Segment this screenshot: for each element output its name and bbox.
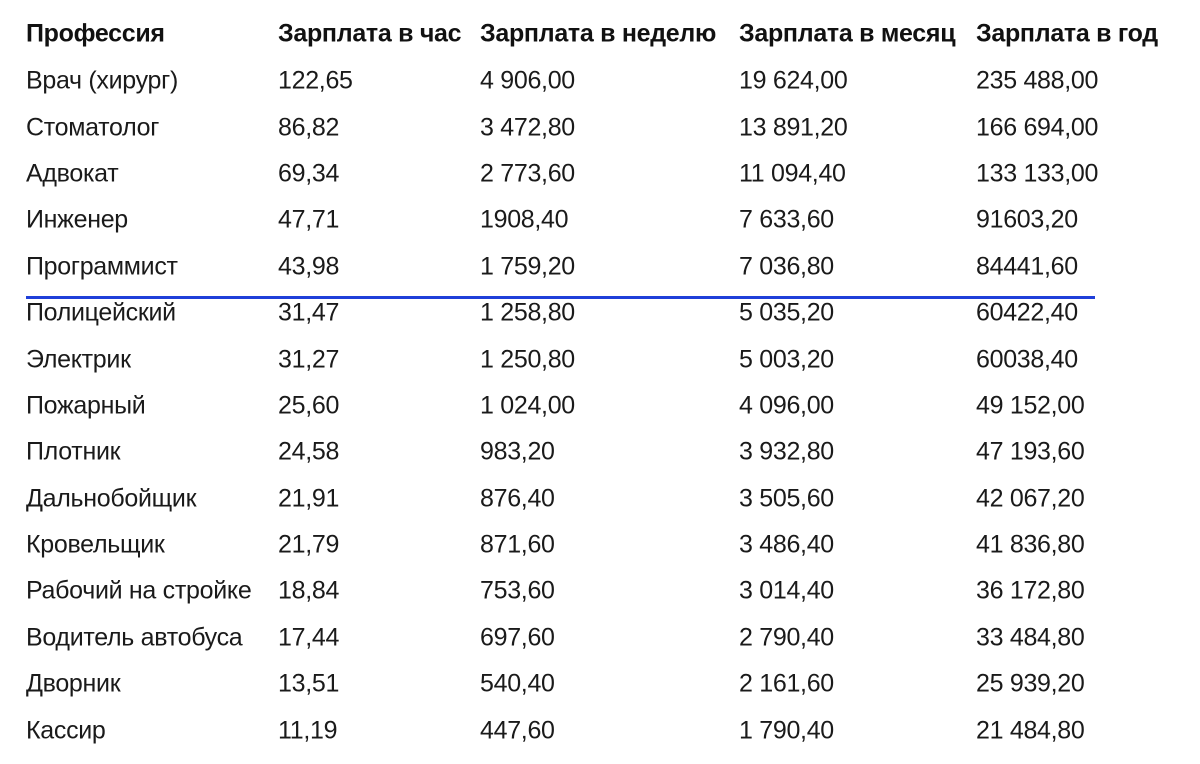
table-body: Врач (хирург) 122,65 4 906,00 19 624,00 235 … (26, 58, 1196, 754)
yearly-cell: 166 694,00 (976, 113, 1099, 142)
monthly-cell: 5 003,20 (739, 345, 834, 374)
yearly-cell: 41 836,80 (976, 530, 1085, 559)
hourly-cell: 24,58 (278, 437, 340, 466)
table-row: Пожарный 25,60 1 024,00 4 096,00 49 152,00 (26, 383, 1196, 429)
table-row: Врач (хирург) 122,65 4 906,00 19 624,00 235 … (26, 58, 1196, 104)
hourly-cell: 17,44 (278, 623, 340, 652)
weekly-cell: 1 258,80 (480, 298, 575, 327)
profession-cell: Программист (26, 252, 178, 281)
monthly-cell: 4 096,00 (739, 391, 834, 420)
header-profession: Профессия (26, 19, 165, 48)
hourly-cell: 43,98 (278, 252, 340, 281)
yearly-cell: 25 939,20 (976, 669, 1085, 698)
monthly-cell: 3 505,60 (739, 484, 834, 513)
hourly-cell: 69,34 (278, 159, 340, 188)
monthly-cell: 11 094,40 (739, 159, 846, 188)
weekly-cell: 1908,40 (480, 205, 569, 234)
table-row: Адвокат 69,34 2 773,60 11 094,40 133 133,00 (26, 151, 1196, 197)
monthly-cell: 5 035,20 (739, 298, 834, 327)
profession-cell: Инженер (26, 205, 128, 234)
hourly-cell: 86,82 (278, 113, 340, 142)
weekly-cell: 697,60 (480, 623, 555, 652)
monthly-cell: 7 633,60 (739, 205, 834, 234)
header-hourly: Зарплата в час (278, 19, 462, 48)
yearly-cell: 60422,40 (976, 298, 1078, 327)
hourly-cell: 11,19 (278, 716, 338, 745)
yearly-cell: 133 133,00 (976, 159, 1099, 188)
table-row: Плотник 24,58 983,20 3 932,80 47 193,60 (26, 429, 1196, 475)
weekly-cell: 753,60 (480, 576, 555, 605)
monthly-cell: 1 790,40 (739, 716, 834, 745)
hourly-cell: 122,65 (278, 66, 353, 95)
header-monthly: Зарплата в месяц (739, 19, 956, 48)
monthly-cell: 3 014,40 (739, 576, 834, 605)
profession-cell: Водитель автобуса (26, 623, 243, 652)
hourly-cell: 21,91 (278, 484, 340, 513)
monthly-cell: 2 161,60 (739, 669, 834, 698)
table-row: Кассир 11,19 447,60 1 790,40 21 484,80 (26, 707, 1196, 753)
table-row: Дальнобойщик 21,91 876,40 3 505,60 42 067,20 (26, 476, 1196, 522)
yearly-cell: 33 484,80 (976, 623, 1085, 652)
table-row: Водитель автобуса 17,44 697,60 2 790,40 33 4… (26, 615, 1196, 661)
yearly-cell: 235 488,00 (976, 66, 1099, 95)
weekly-cell: 540,40 (480, 669, 555, 698)
weekly-cell: 3 472,80 (480, 113, 575, 142)
yearly-cell: 21 484,80 (976, 716, 1085, 745)
table-row: Программист 43,98 1 759,20 7 036,80 84441,60 (26, 244, 1196, 290)
yearly-cell: 42 067,20 (976, 484, 1085, 513)
weekly-cell: 1 024,00 (480, 391, 575, 420)
header-yearly: Зарплата в год (976, 19, 1158, 48)
weekly-cell: 871,60 (480, 530, 555, 559)
profession-cell: Плотник (26, 437, 121, 466)
yearly-cell: 49 152,00 (976, 391, 1085, 420)
profession-cell: Врач (хирург) (26, 66, 178, 95)
table-row: Дворник 13,51 540,40 2 161,60 25 939,20 (26, 661, 1196, 707)
table-row: Электрик 31,27 1 250,80 5 003,20 60038,40 (26, 336, 1196, 382)
profession-cell: Дальнобойщик (26, 484, 197, 513)
salary-table: Профессия Зарплата в час Зарплата в неде… (26, 10, 1196, 754)
profession-cell: Адвокат (26, 159, 119, 188)
monthly-cell: 2 790,40 (739, 623, 834, 652)
profession-cell: Дворник (26, 669, 121, 698)
monthly-cell: 7 036,80 (739, 252, 834, 281)
hourly-cell: 25,60 (278, 391, 340, 420)
monthly-cell: 3 486,40 (739, 530, 834, 559)
weekly-cell: 1 759,20 (480, 252, 575, 281)
monthly-cell: 13 891,20 (739, 113, 848, 142)
monthly-cell: 3 932,80 (739, 437, 834, 466)
weekly-cell: 876,40 (480, 484, 555, 513)
yearly-cell: 60038,40 (976, 345, 1078, 374)
table-header-row: Профессия Зарплата в час Зарплата в неде… (26, 10, 1196, 58)
yearly-cell: 47 193,60 (976, 437, 1085, 466)
hourly-cell: 47,71 (278, 205, 340, 234)
monthly-cell: 19 624,00 (739, 66, 848, 95)
yearly-cell: 84441,60 (976, 252, 1078, 281)
profession-cell: Электрик (26, 345, 131, 374)
header-weekly: Зарплата в неделю (480, 19, 717, 48)
weekly-cell: 1 250,80 (480, 345, 575, 374)
table-row: Стоматолог 86,82 3 472,80 13 891,20 166 694,… (26, 104, 1196, 150)
table-row: Кровельщик 21,79 871,60 3 486,40 41 836,80 (26, 522, 1196, 568)
divider-line (26, 296, 1095, 299)
table-row: Инженер 47,71 1908,40 7 633,60 91603,20 (26, 197, 1196, 243)
hourly-cell: 13,51 (278, 669, 340, 698)
table-row: Полицейский 31,47 1 258,80 5 035,20 60422,40 (26, 290, 1196, 336)
hourly-cell: 31,27 (278, 345, 340, 374)
yearly-cell: 36 172,80 (976, 576, 1085, 605)
profession-cell: Стоматолог (26, 113, 160, 142)
weekly-cell: 4 906,00 (480, 66, 575, 95)
profession-cell: Кассир (26, 716, 106, 745)
table-row: Рабочий на стройке 18,84 753,60 3 014,40 36 … (26, 568, 1196, 614)
profession-cell: Кровельщик (26, 530, 165, 559)
hourly-cell: 31,47 (278, 298, 340, 327)
yearly-cell: 91603,20 (976, 205, 1078, 234)
profession-cell: Пожарный (26, 391, 146, 420)
weekly-cell: 2 773,60 (480, 159, 575, 188)
weekly-cell: 447,60 (480, 716, 555, 745)
hourly-cell: 18,84 (278, 576, 340, 605)
weekly-cell: 983,20 (480, 437, 555, 466)
profession-cell: Рабочий на стройке (26, 576, 252, 605)
hourly-cell: 21,79 (278, 530, 340, 559)
profession-cell: Полицейский (26, 298, 176, 327)
